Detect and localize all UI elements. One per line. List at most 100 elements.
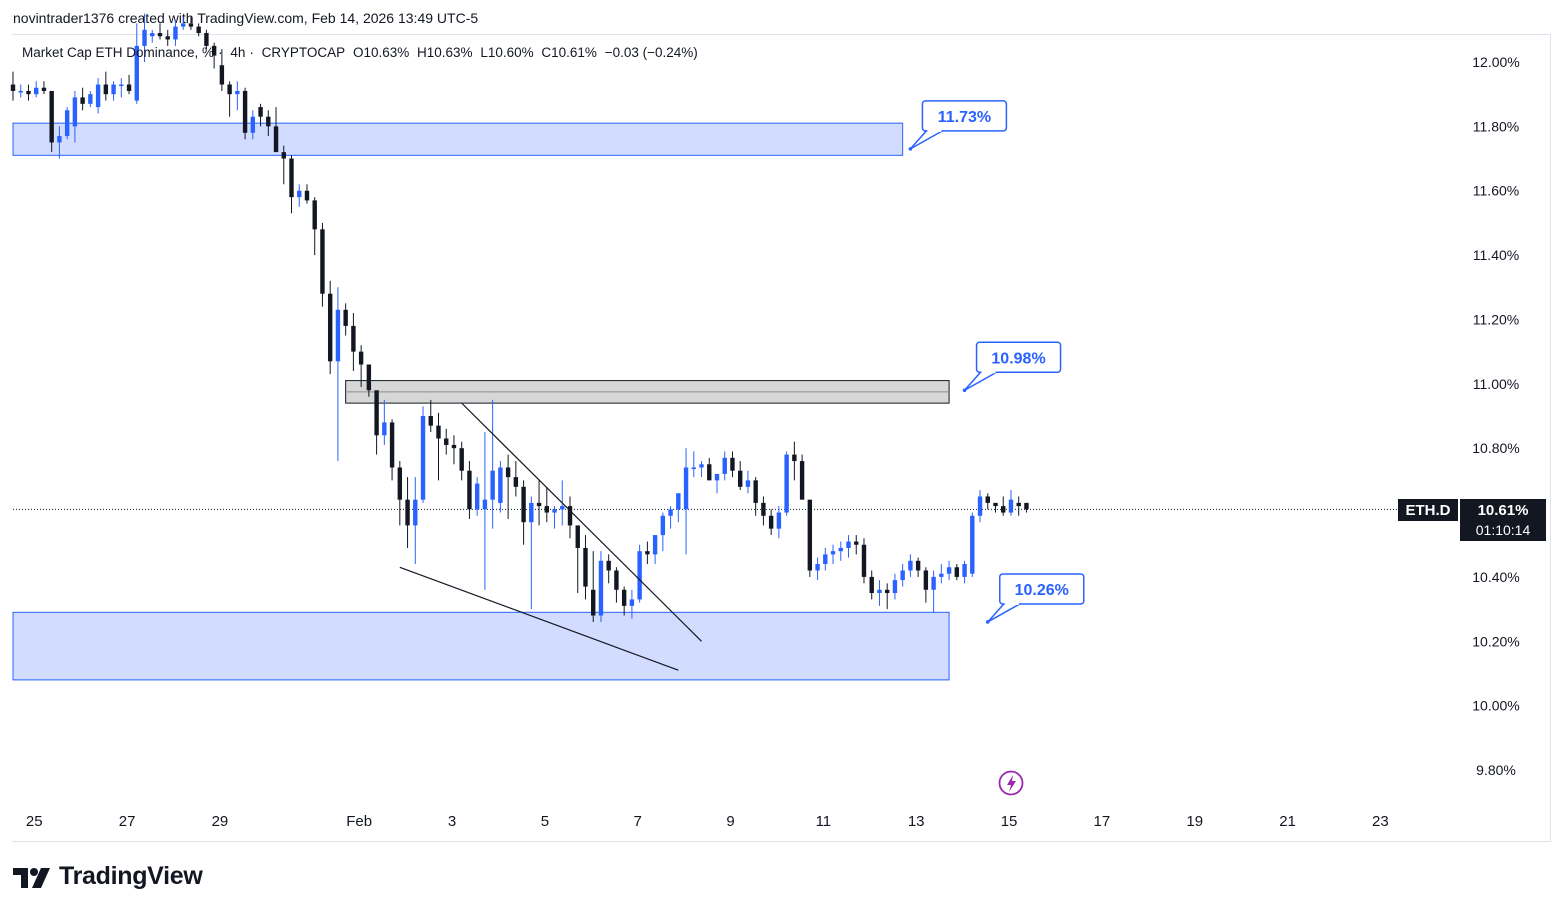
candle[interactable] [490, 399, 495, 529]
candle[interactable] [846, 535, 851, 558]
candle[interactable] [745, 470, 751, 494]
candle[interactable] [142, 13, 147, 62]
candle[interactable] [598, 551, 604, 622]
candle[interactable] [343, 303, 348, 336]
candle[interactable] [761, 496, 766, 526]
candle[interactable] [699, 461, 704, 478]
candle[interactable] [1008, 490, 1014, 516]
candle[interactable] [34, 81, 39, 98]
candle[interactable] [374, 390, 379, 455]
candle[interactable] [892, 573, 898, 600]
candle[interactable] [869, 570, 874, 600]
candle[interactable] [985, 493, 990, 510]
candle[interactable] [823, 547, 828, 571]
candle[interactable] [784, 451, 789, 516]
candle[interactable] [150, 29, 155, 43]
candle[interactable] [335, 287, 341, 462]
candle[interactable] [900, 564, 905, 587]
candle[interactable] [289, 155, 294, 214]
candle[interactable] [931, 570, 936, 613]
candle[interactable] [575, 525, 580, 593]
candle[interactable] [134, 23, 139, 104]
candle[interactable] [939, 564, 944, 584]
candle[interactable] [242, 87, 248, 140]
candle[interactable] [219, 49, 225, 91]
candle[interactable] [41, 81, 47, 95]
candle[interactable] [405, 477, 410, 548]
candle[interactable] [815, 557, 820, 581]
candle[interactable] [591, 551, 596, 622]
callout-lower[interactable]: 10.26% [985, 573, 1085, 624]
candle[interactable] [1016, 496, 1021, 516]
candle[interactable] [366, 364, 372, 397]
candle[interactable] [683, 448, 689, 555]
candle[interactable] [273, 107, 279, 153]
candle[interactable] [629, 589, 635, 619]
candle[interactable] [776, 506, 782, 539]
candle[interactable] [954, 564, 960, 581]
candle[interactable] [351, 313, 356, 371]
candle[interactable] [738, 461, 743, 491]
candle[interactable] [583, 535, 588, 600]
candle[interactable] [668, 506, 673, 529]
candle[interactable] [521, 480, 526, 545]
candle[interactable] [88, 90, 93, 108]
candle[interactable] [327, 280, 333, 375]
candle[interactable] [382, 399, 387, 445]
candle[interactable] [614, 567, 619, 603]
candle[interactable] [792, 441, 797, 481]
candle[interactable] [459, 441, 464, 481]
candle[interactable] [730, 451, 735, 478]
candle[interactable] [467, 461, 472, 519]
callout-middle[interactable]: 10.98% [962, 341, 1062, 393]
candle[interactable] [552, 506, 557, 529]
candle[interactable] [358, 345, 364, 388]
tradingview-brand[interactable]: TradingView [13, 862, 203, 891]
candle[interactable] [513, 461, 519, 497]
candle[interactable] [753, 477, 758, 516]
candle[interactable] [420, 406, 426, 503]
candle[interactable] [80, 87, 85, 111]
candle[interactable] [227, 81, 232, 117]
candle[interactable] [838, 541, 843, 561]
candle[interactable] [544, 486, 549, 523]
candle[interactable] [320, 222, 325, 307]
candle[interactable] [173, 20, 178, 46]
candle[interactable] [10, 71, 16, 101]
candle[interactable] [304, 184, 310, 204]
candle[interactable] [188, 16, 194, 30]
candle[interactable] [854, 535, 859, 555]
candle[interactable] [722, 451, 727, 481]
candle[interactable] [536, 480, 542, 526]
symbol-legend[interactable]: Market Cap ETH Dominance, % · 4h · CRYPTOC… [22, 45, 698, 60]
candle[interactable] [923, 567, 929, 603]
candle[interactable] [180, 16, 186, 30]
candle[interactable] [830, 544, 836, 565]
candle[interactable] [281, 145, 286, 185]
upper-trendline[interactable] [461, 402, 702, 642]
candle[interactable] [436, 412, 441, 481]
candle[interactable] [970, 512, 975, 577]
candle[interactable] [119, 78, 124, 98]
candle[interactable] [993, 502, 998, 513]
candle[interactable] [505, 454, 511, 519]
candle[interactable] [211, 42, 217, 69]
candle[interactable] [111, 81, 116, 101]
candle[interactable] [660, 512, 666, 552]
candle[interactable] [64, 107, 70, 140]
candle[interactable] [915, 557, 921, 577]
candle[interactable] [498, 461, 503, 513]
candle[interactable] [1001, 496, 1006, 516]
candle[interactable] [451, 435, 457, 465]
candle[interactable] [389, 419, 395, 481]
candle[interactable] [157, 23, 163, 40]
candle[interactable] [691, 451, 696, 478]
candle[interactable] [606, 554, 611, 584]
candle[interactable] [768, 509, 774, 536]
candle[interactable] [482, 432, 488, 590]
candle[interactable] [312, 197, 317, 256]
candle[interactable] [297, 184, 302, 207]
candle[interactable] [529, 496, 534, 610]
candle[interactable] [196, 23, 201, 37]
candle[interactable] [26, 84, 31, 101]
